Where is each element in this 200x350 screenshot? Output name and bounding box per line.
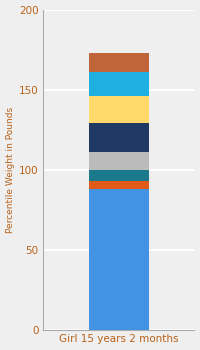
Bar <box>89 72 149 96</box>
Bar <box>89 152 149 170</box>
Bar <box>89 53 149 72</box>
Bar <box>89 170 149 181</box>
Bar <box>89 189 149 330</box>
Y-axis label: Percentile Weight in Pounds: Percentile Weight in Pounds <box>6 107 15 233</box>
Bar <box>89 124 149 152</box>
Bar <box>89 181 149 189</box>
Bar <box>89 96 149 124</box>
